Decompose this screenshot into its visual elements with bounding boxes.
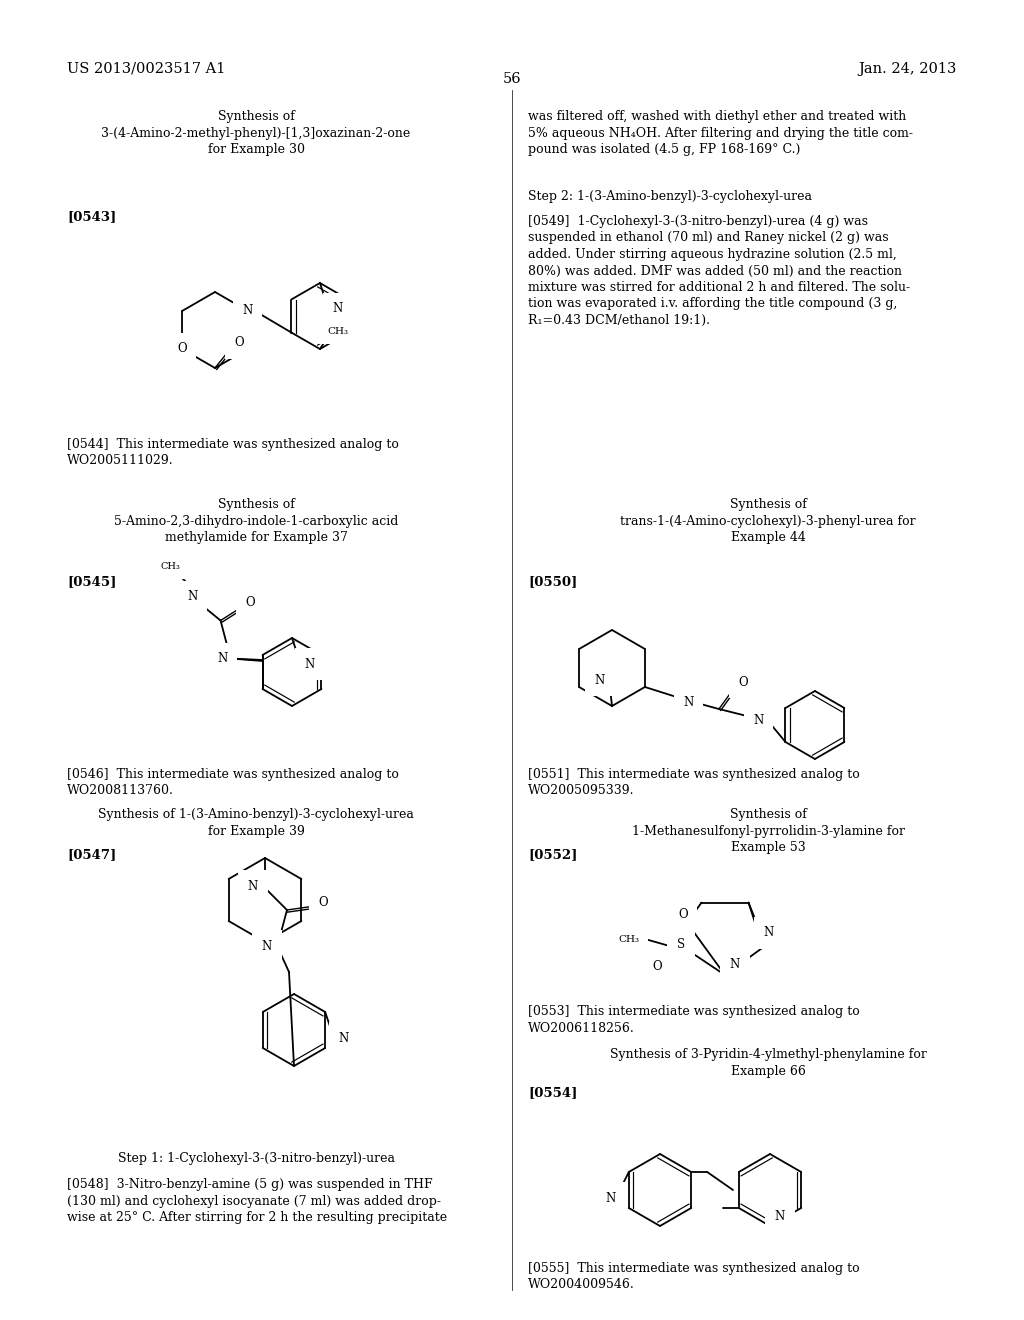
Text: [0554]: [0554] [528,1086,578,1100]
Text: N: N [243,305,253,318]
Text: N: N [217,652,227,665]
Text: [0550]: [0550] [528,576,578,587]
Text: S: S [677,939,685,952]
Text: [0543]: [0543] [67,210,117,223]
Text: N: N [262,940,272,953]
Text: [0547]: [0547] [67,847,117,861]
Text: Synthesis of
5-Amino-2,3-dihydro-indole-1-carboxylic acid
methylamide for Exampl: Synthesis of 5-Amino-2,3-dihydro-indole-… [114,498,398,544]
Text: O: O [678,908,688,921]
Text: [0546]  This intermediate was synthesized analog to
WO2008113760.: [0546] This intermediate was synthesized… [67,768,399,797]
Text: N: N [754,714,764,727]
Text: N: N [338,1031,348,1044]
Text: N: N [333,302,343,315]
Text: [0548]  3-Nitro-benzyl-amine (5 g) was suspended in THF
(130 ml) and cyclohexyl : [0548] 3-Nitro-benzyl-amine (5 g) was su… [67,1177,447,1224]
Text: [0545]: [0545] [67,576,117,587]
Text: Synthesis of
trans-1-(4-Amino-cyclohexyl)-3-phenyl-urea for
Example 44: Synthesis of trans-1-(4-Amino-cyclohexyl… [621,498,915,544]
Text: O: O [318,895,328,908]
Text: O: O [738,676,748,689]
Text: Jan. 24, 2013: Jan. 24, 2013 [859,62,957,77]
Text: N: N [730,958,740,972]
Text: Step 1: 1-Cyclohexyl-3-(3-nitro-benzyl)-urea: Step 1: 1-Cyclohexyl-3-(3-nitro-benzyl)-… [118,1152,394,1166]
Text: Synthesis of
3-(4-Amino-2-methyl-phenyl)-[1,3]oxazinan-2-one
for Example 30: Synthesis of 3-(4-Amino-2-methyl-phenyl)… [101,110,411,156]
Text: [0553]  This intermediate was synthesized analog to
WO2006118256.: [0553] This intermediate was synthesized… [528,1005,860,1035]
Text: [0551]  This intermediate was synthesized analog to
WO2005095339.: [0551] This intermediate was synthesized… [528,768,860,797]
Text: was filtered off, washed with diethyl ether and treated with
5% aqueous NH₄OH. A: was filtered off, washed with diethyl et… [528,110,913,156]
Text: N: N [187,590,198,603]
Text: N: N [606,1192,616,1204]
Text: [0544]  This intermediate was synthesized analog to
WO2005111029.: [0544] This intermediate was synthesized… [67,438,399,467]
Text: Synthesis of 1-(3-Amino-benzyl)-3-cyclohexyl-urea
for Example 39: Synthesis of 1-(3-Amino-benzyl)-3-cycloh… [98,808,414,837]
Text: O: O [246,597,255,609]
Text: CH₃: CH₃ [161,562,180,572]
Text: N: N [305,657,315,671]
Text: O: O [652,961,662,974]
Text: CH₃: CH₃ [328,326,348,335]
Text: 56: 56 [503,73,521,86]
Text: N: N [595,673,605,686]
Text: US 2013/0023517 A1: US 2013/0023517 A1 [67,62,225,77]
Text: Synthesis of
1-Methanesulfonyl-pyrrolidin-3-ylamine for
Example 53: Synthesis of 1-Methanesulfonyl-pyrrolidi… [632,808,904,854]
Text: Synthesis of 3-Pyridin-4-ylmethyl-phenylamine for
Example 66: Synthesis of 3-Pyridin-4-ylmethyl-phenyl… [609,1048,927,1077]
Text: N: N [763,927,774,939]
Text: O: O [234,337,244,350]
Text: N: N [775,1209,785,1222]
Text: O: O [177,342,187,355]
Text: CH₃: CH₃ [618,935,640,944]
Text: [0549]  1-Cyclohexyl-3-(3-nitro-benzyl)-urea (4 g) was
suspended in ethanol (70 : [0549] 1-Cyclohexyl-3-(3-nitro-benzyl)-u… [528,215,910,327]
Text: [0555]  This intermediate was synthesized analog to
WO2004009546.: [0555] This intermediate was synthesized… [528,1262,859,1291]
Text: N: N [248,879,258,892]
Text: [0552]: [0552] [528,847,578,861]
Text: N: N [684,697,694,710]
Text: Step 2: 1-(3-Amino-benzyl)-3-cyclohexyl-urea: Step 2: 1-(3-Amino-benzyl)-3-cyclohexyl-… [528,190,812,203]
